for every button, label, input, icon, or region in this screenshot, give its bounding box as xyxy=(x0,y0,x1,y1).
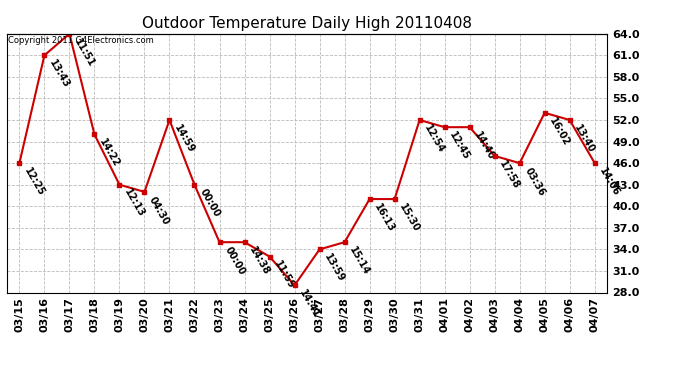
Text: 12:45: 12:45 xyxy=(447,130,471,162)
Text: 13:40: 13:40 xyxy=(573,123,597,154)
Text: 13:59: 13:59 xyxy=(322,252,346,284)
Title: Outdoor Temperature Daily High 20110408: Outdoor Temperature Daily High 20110408 xyxy=(142,16,472,31)
Text: 14:41: 14:41 xyxy=(297,288,322,320)
Text: 14:22: 14:22 xyxy=(97,137,121,169)
Text: 00:00: 00:00 xyxy=(197,188,221,219)
Text: 12:25: 12:25 xyxy=(22,166,46,198)
Text: 15:30: 15:30 xyxy=(397,202,422,234)
Text: 04:30: 04:30 xyxy=(147,195,171,226)
Text: 03:36: 03:36 xyxy=(522,166,546,198)
Text: 12:54: 12:54 xyxy=(422,123,446,154)
Text: 14:40: 14:40 xyxy=(473,130,497,162)
Text: 13:43: 13:43 xyxy=(47,58,71,90)
Text: 14:38: 14:38 xyxy=(247,245,272,277)
Text: 15:14: 15:14 xyxy=(347,245,371,277)
Text: 14:06: 14:06 xyxy=(598,166,622,198)
Text: 17:58: 17:58 xyxy=(497,159,522,190)
Text: 11:59: 11:59 xyxy=(273,260,297,291)
Text: 14:59: 14:59 xyxy=(172,123,197,154)
Text: 16:13: 16:13 xyxy=(373,202,397,234)
Text: 16:02: 16:02 xyxy=(547,116,571,147)
Text: 11:51: 11:51 xyxy=(72,36,97,68)
Text: 12:13: 12:13 xyxy=(122,188,146,219)
Text: 00:00: 00:00 xyxy=(222,245,246,277)
Text: Copyright 2011 G4Electronics.com: Copyright 2011 G4Electronics.com xyxy=(8,36,154,45)
